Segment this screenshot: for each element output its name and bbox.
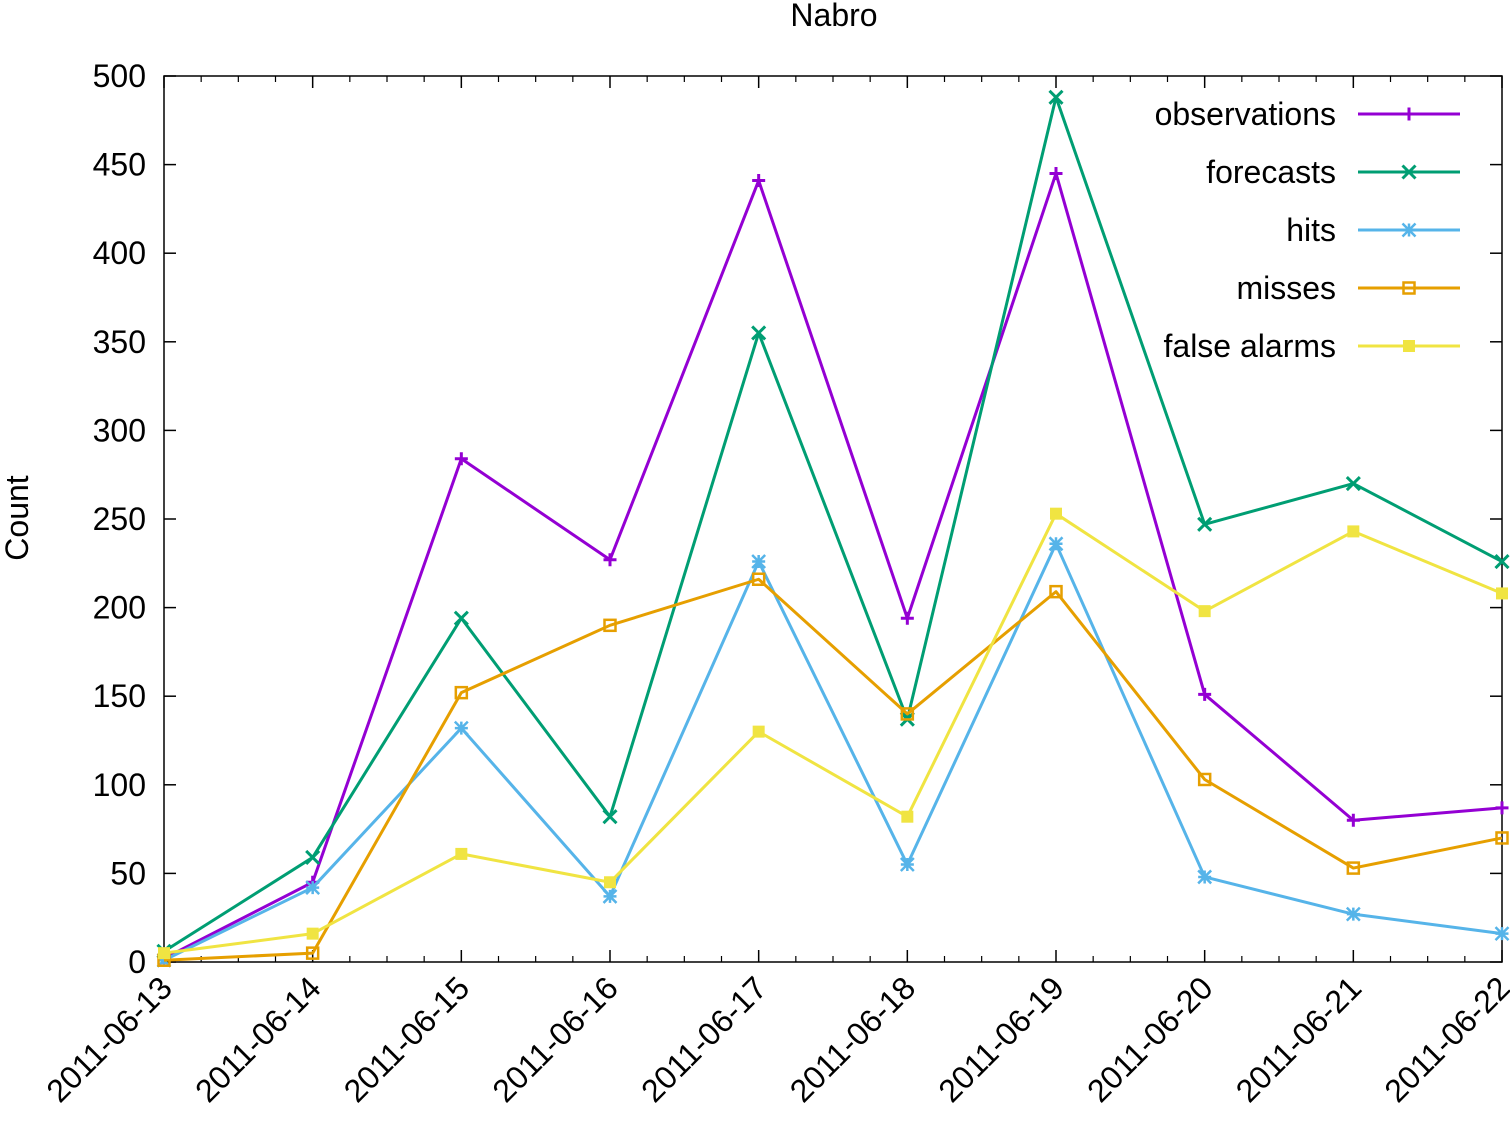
data-point-misses <box>900 707 915 721</box>
x-tick-label: 2011-06-16 <box>485 969 625 1109</box>
legend-marker-hits <box>1401 222 1417 238</box>
data-point-forecasts <box>1494 553 1510 570</box>
legend-label-false-alarms: false alarms <box>1164 328 1337 364</box>
x-tick-label: 2011-06-14 <box>188 969 328 1109</box>
y-tick-label: 100 <box>93 767 146 803</box>
legend-label-forecasts: forecasts <box>1206 154 1336 190</box>
series-false-alarms <box>158 507 1508 960</box>
data-point-false-alarms <box>752 725 765 738</box>
x-tick-label: 2011-06-13 <box>39 969 179 1109</box>
data-point-false-alarms <box>604 876 616 889</box>
y-tick-label: 250 <box>93 501 146 537</box>
data-point-observations <box>454 452 468 466</box>
y-tick-label: 450 <box>93 147 146 183</box>
data-point-hits <box>305 880 321 895</box>
series-line-observations <box>163 171 1503 960</box>
x-tick-label: 2011-06-18 <box>783 969 923 1109</box>
data-point-observations <box>1346 813 1360 827</box>
y-tick-label: 0 <box>128 944 146 980</box>
y-tick-label: 400 <box>93 235 146 271</box>
data-point-hits <box>1494 926 1510 942</box>
legend-marker-forecasts <box>1401 164 1417 180</box>
data-point-hits <box>1197 869 1213 885</box>
y-tick-label: 50 <box>110 855 146 891</box>
y-tick-label: 300 <box>93 412 146 448</box>
legend-label-observations: observations <box>1155 96 1336 132</box>
data-point-forecasts <box>1048 89 1064 105</box>
data-point-false-alarms <box>455 847 468 860</box>
series-line-false-alarms <box>163 512 1503 955</box>
data-point-misses <box>454 685 469 700</box>
data-point-hits <box>1345 906 1361 922</box>
data-point-false-alarms <box>1050 507 1062 520</box>
x-tick-label: 2011-06-15 <box>337 969 477 1109</box>
data-point-misses <box>751 572 766 586</box>
legend-label-hits: hits <box>1286 212 1336 248</box>
data-point-hits <box>602 889 618 904</box>
y-tick-label: 500 <box>93 58 146 94</box>
data-point-forecasts <box>305 849 321 866</box>
legend-marker-observations <box>1402 107 1416 121</box>
data-point-false-alarms <box>901 810 914 823</box>
data-point-false-alarms <box>1347 525 1360 538</box>
series-line-hits <box>163 542 1503 962</box>
x-tick-label: 2011-06-20 <box>1080 969 1220 1109</box>
data-point-misses <box>1346 861 1361 875</box>
data-point-forecasts <box>751 325 767 341</box>
data-point-forecasts <box>453 610 469 626</box>
data-point-hits <box>751 554 767 569</box>
data-point-observations <box>1049 166 1063 180</box>
legend-marker-misses <box>1402 281 1416 295</box>
series-misses <box>157 572 1509 967</box>
data-point-hits <box>1048 536 1064 552</box>
data-point-forecasts <box>1197 516 1213 532</box>
series-hits <box>156 536 1510 968</box>
y-tick-label: 350 <box>93 324 146 360</box>
data-point-false-alarms <box>1496 587 1508 600</box>
y-axis-label: Count <box>0 475 35 561</box>
data-point-misses <box>1495 831 1509 845</box>
data-point-observations <box>603 553 617 567</box>
legend-marker-false-alarms <box>1403 340 1415 352</box>
series-line-misses <box>163 577 1503 962</box>
data-point-false-alarms <box>306 927 319 940</box>
data-point-hits <box>899 857 915 872</box>
data-point-observations <box>1198 687 1212 701</box>
series-line-forecasts <box>163 95 1503 953</box>
chart-title: Nabro <box>790 0 877 33</box>
y-tick-label: 150 <box>93 678 146 714</box>
data-point-misses <box>1197 772 1212 787</box>
data-point-misses <box>305 946 320 960</box>
x-tick-label: 2011-06-19 <box>931 969 1071 1109</box>
legend: observations forecasts hits misses false ala… <box>1155 96 1460 364</box>
data-point-misses <box>1049 584 1063 599</box>
data-point-observations <box>900 611 914 625</box>
data-point-hits <box>453 720 469 736</box>
data-point-misses <box>603 618 617 633</box>
x-tick-label: 2011-06-22 <box>1377 969 1510 1109</box>
data-point-false-alarms <box>158 947 170 960</box>
series-layer <box>156 89 1510 968</box>
data-point-forecasts <box>1345 475 1361 492</box>
legend-label-misses: misses <box>1236 270 1336 306</box>
x-tick-label: 2011-06-17 <box>634 969 774 1109</box>
y-tick-label: 200 <box>93 590 146 626</box>
data-point-observations <box>1495 801 1509 815</box>
x-tick-label: 2011-06-21 <box>1229 969 1369 1109</box>
data-point-forecasts <box>602 809 618 825</box>
data-point-false-alarms <box>1198 605 1211 618</box>
data-point-observations <box>752 174 766 188</box>
plot-border <box>163 75 1503 963</box>
